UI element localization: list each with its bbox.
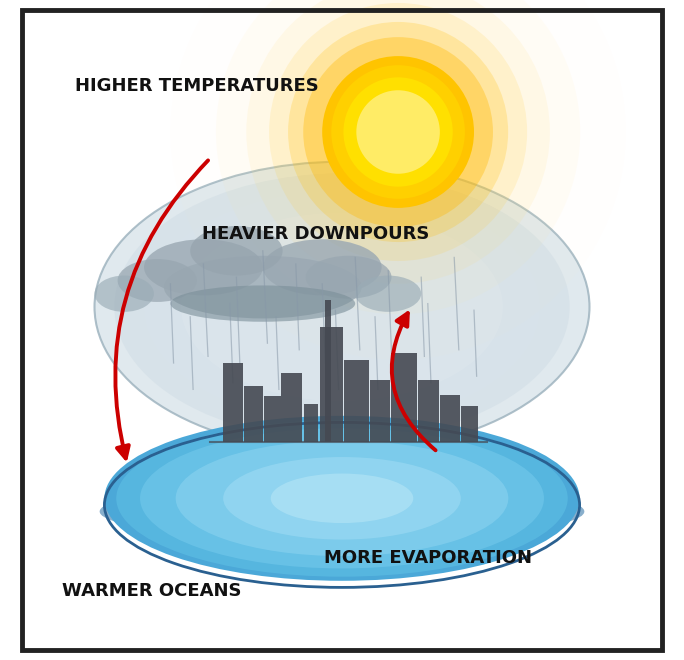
Ellipse shape (105, 416, 579, 581)
Bar (244, 386, 263, 442)
Ellipse shape (176, 441, 508, 556)
Circle shape (216, 0, 580, 314)
Text: WARMER OCEANS: WARMER OCEANS (62, 581, 241, 600)
Ellipse shape (223, 457, 461, 540)
Ellipse shape (100, 482, 584, 541)
Text: MORE EVAPORATION: MORE EVAPORATION (324, 548, 531, 567)
Ellipse shape (144, 191, 540, 423)
Circle shape (343, 77, 453, 187)
Circle shape (246, 0, 550, 284)
Circle shape (331, 65, 465, 199)
Ellipse shape (170, 286, 355, 322)
Ellipse shape (94, 276, 154, 312)
Bar (391, 353, 417, 442)
Bar (264, 396, 280, 442)
Bar (319, 327, 343, 442)
Bar (418, 379, 439, 442)
Text: HIGHER TEMPERATURES: HIGHER TEMPERATURES (75, 77, 319, 95)
Bar (462, 406, 478, 442)
Ellipse shape (190, 226, 282, 276)
Circle shape (269, 3, 527, 261)
FancyArrowPatch shape (392, 313, 436, 450)
Ellipse shape (263, 240, 382, 296)
Bar (325, 300, 332, 442)
Ellipse shape (144, 240, 263, 296)
Circle shape (303, 37, 493, 227)
Bar (370, 379, 390, 442)
Circle shape (356, 90, 440, 174)
FancyArrowPatch shape (116, 160, 208, 459)
Ellipse shape (306, 256, 391, 298)
Bar (304, 404, 318, 442)
Bar (440, 395, 460, 442)
Circle shape (322, 56, 474, 208)
Ellipse shape (355, 276, 421, 312)
Ellipse shape (114, 174, 570, 440)
Ellipse shape (118, 259, 197, 302)
Text: HEAVIER DOWNPOURS: HEAVIER DOWNPOURS (202, 225, 430, 244)
Circle shape (288, 22, 508, 242)
Ellipse shape (140, 428, 544, 568)
Bar (344, 360, 369, 442)
Bar (281, 373, 302, 442)
Ellipse shape (271, 474, 413, 523)
Bar (223, 363, 243, 442)
Ellipse shape (94, 162, 590, 452)
Ellipse shape (116, 420, 568, 577)
Ellipse shape (181, 213, 503, 401)
Ellipse shape (163, 255, 362, 319)
